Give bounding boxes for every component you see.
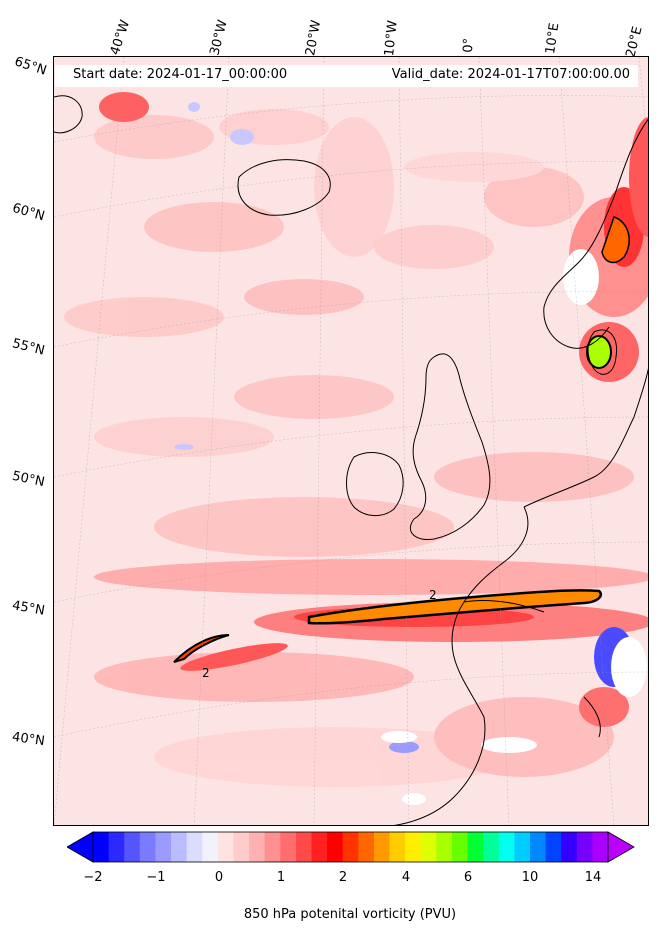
lat-label-45n: 45°N [10, 598, 46, 619]
contour-label: 2 [429, 588, 437, 602]
colorbar-swatch [436, 832, 453, 862]
lat-label-40n: 40°N [11, 729, 46, 750]
valid-date-label: Valid_date: 2024-01-17T07:00:00.00 [391, 67, 630, 82]
pv-map[interactable]: 2 2 Start date: 2024-01-17_00:00:00 Vali… [53, 56, 649, 826]
colorbar-swatch [186, 832, 203, 862]
date-bar [55, 65, 638, 87]
colorbar-swatch [561, 832, 578, 862]
iceland-coast [237, 159, 331, 216]
colorbar-swatch [124, 832, 141, 862]
italy-coast [583, 696, 601, 738]
colorbar-swatch [155, 832, 172, 862]
colorbar-swatch [467, 832, 484, 862]
colorbar-swatch [358, 832, 375, 862]
colorbar-swatch [420, 832, 437, 862]
colorbar-swatch [295, 832, 312, 862]
colorbar-swatch [498, 832, 515, 862]
colorbar-swatch [108, 832, 125, 862]
pv-shading [64, 92, 648, 787]
coastlines [54, 95, 648, 825]
denmark-coast [587, 329, 618, 375]
lon-label-40w: 40°W [107, 18, 134, 57]
ireland-coast [346, 452, 404, 516]
colorbar-swatch [264, 832, 281, 862]
colorbar-swatch [217, 832, 234, 862]
europe-coast [393, 368, 648, 825]
colorbar-label: 850 hPa potenital vorticity (PVU) [243, 907, 457, 922]
pv-hook [173, 634, 230, 663]
colorbar-swatch [327, 832, 344, 862]
lon-label-10w: 10°W [382, 19, 401, 58]
colorbar-swatch [249, 832, 266, 862]
lat-label-65n: 65°N [12, 54, 49, 79]
colorbar-swatch [93, 832, 110, 862]
colorbar-swatch [202, 832, 219, 862]
colorbar-swatch [233, 832, 250, 862]
greenland-coast [54, 95, 83, 134]
colorbar-swatch [592, 832, 609, 862]
colorbar-swatch [311, 832, 328, 862]
cb-tick-6: 6 [463, 870, 473, 885]
colorbar-swatch [529, 832, 547, 862]
cb-tick-0: 0 [214, 870, 224, 885]
start-date-label: Start date: 2024-01-17_00:00:00 [73, 67, 288, 82]
cb-tick-neg1: −1 [146, 870, 166, 885]
colorbar-frame [92, 831, 609, 863]
scandinavia-coast [543, 118, 648, 349]
colorbar-swatch [342, 832, 359, 862]
pv-contour-field: 2 2 [54, 57, 648, 825]
lon-label-20e: 20°E [623, 25, 646, 59]
colorbar-swatch [373, 832, 391, 862]
cb-tick-neg2: −2 [83, 870, 103, 885]
lon-label-20w: 20°W [303, 19, 325, 57]
colorbar-swatch [171, 832, 188, 862]
colorbar [67, 831, 635, 863]
cb-tick-2: 2 [338, 870, 348, 885]
pv-band-core [307, 589, 603, 625]
colorbar-swatch [545, 832, 562, 862]
colorbar-extend-min [67, 831, 94, 863]
masked-areas [381, 249, 647, 805]
colorbar-swatch [451, 832, 469, 862]
colorbar-swatch [405, 832, 422, 862]
lat-label-55n: 55°N [10, 336, 47, 359]
graticule [54, 57, 648, 825]
colorbar-swatch [389, 832, 406, 862]
cb-tick-1: 1 [276, 870, 286, 885]
cb-tick-14: 14 [584, 870, 602, 885]
lon-label-0: 0° [461, 37, 477, 53]
contour-label-2: 2 [202, 666, 210, 680]
lon-label-10e: 10°E [543, 21, 563, 55]
lat-label-60n: 60°N [10, 200, 47, 225]
great-britain-coast [409, 353, 491, 541]
colorbar-swatch [514, 832, 531, 862]
colorbar-swatch [139, 832, 156, 862]
colorbar-swatch [280, 832, 297, 862]
lon-label-30w: 30°W [207, 18, 231, 57]
lat-label-50n: 50°N [10, 468, 46, 491]
colorbar-swatch [576, 832, 593, 862]
colorbar-swatch [483, 832, 500, 862]
cb-tick-4: 4 [401, 870, 411, 885]
colorbar-extend-max [607, 831, 635, 863]
cb-tick-10: 10 [521, 870, 539, 885]
